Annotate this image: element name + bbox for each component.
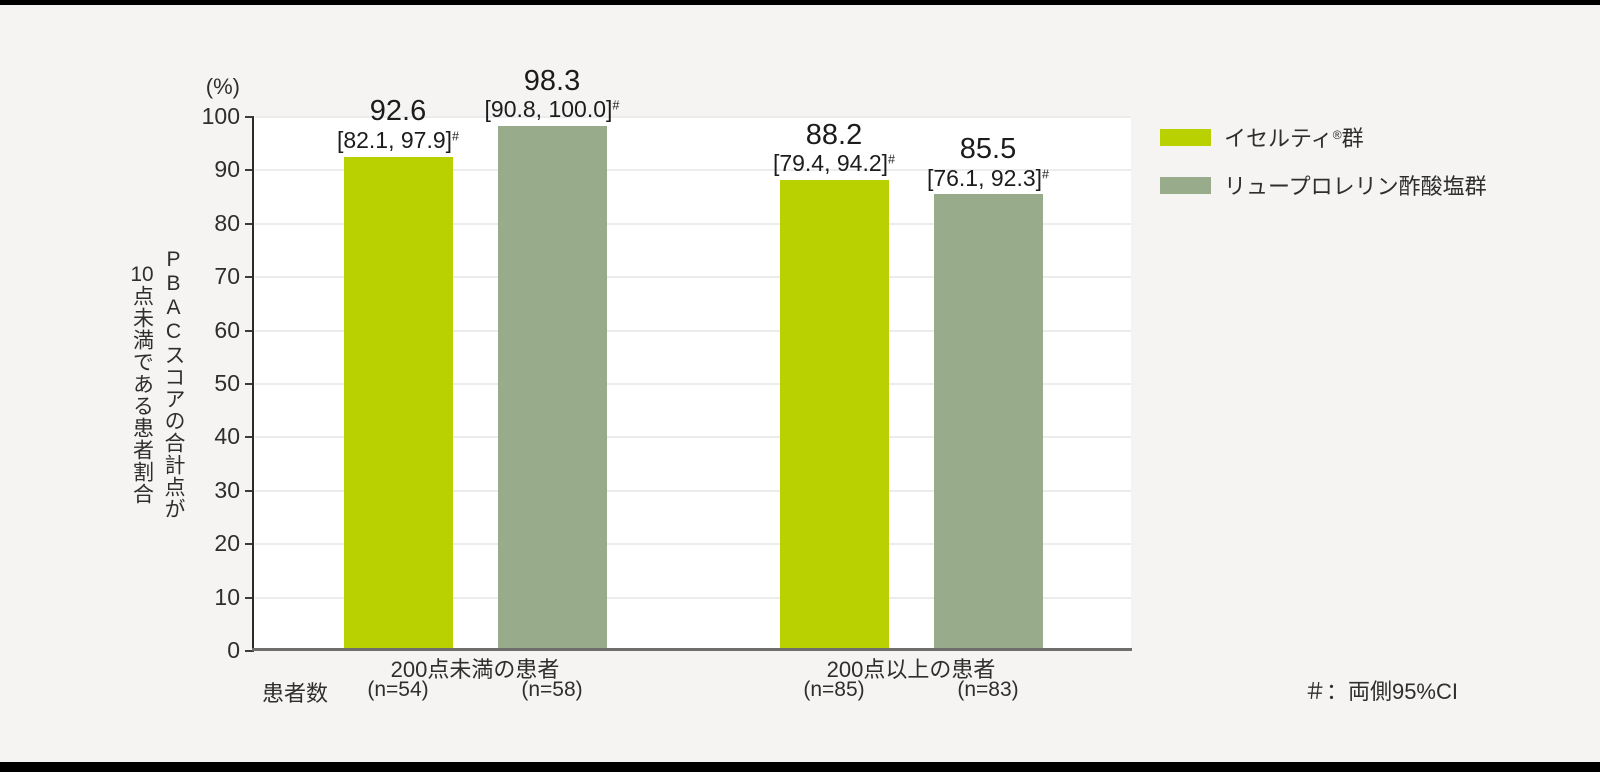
y-tick-label-50: 50 xyxy=(214,370,240,396)
y-tick-20 xyxy=(245,543,254,546)
y-tick-40 xyxy=(245,436,254,439)
y-tick-label-60: 60 xyxy=(214,316,240,343)
gridline-90 xyxy=(255,169,1131,172)
y-tick-label-10: 10 xyxy=(214,583,240,610)
bar-group2-series2 xyxy=(933,194,1043,649)
y-tick-label-20: 20 xyxy=(214,530,240,557)
y-tick-label-70: 70 xyxy=(214,263,240,290)
y-axis-title-line1: PBACスコアの合計点が xyxy=(162,248,185,520)
gridline-40 xyxy=(255,436,1131,439)
n-count-label: (n=58) xyxy=(521,678,583,701)
gridline-70 xyxy=(255,276,1131,279)
y-tick-10 xyxy=(245,596,254,599)
y-tick-90 xyxy=(245,169,254,172)
gridline-10 xyxy=(255,596,1131,599)
y-tick-100 xyxy=(245,116,254,118)
y-tick-label-0: 0 xyxy=(227,637,240,663)
bar-ci: [90.8, 100.0]# xyxy=(484,96,620,123)
y-axis-title-line2: 10点未満である患者割合 xyxy=(130,263,154,505)
bar-ci: [76.1, 92.3]# xyxy=(926,164,1050,191)
y-tick-50 xyxy=(245,383,254,385)
bar-value-label: 98.3 [90.8, 100.0]# xyxy=(392,62,712,124)
bar-value-label: 88.2 [79.4, 94.2]# xyxy=(674,116,994,178)
legend-row-2: リュープロレリン酢酸塩群 xyxy=(1160,169,1487,201)
n-count-label: (n=85) xyxy=(803,678,865,701)
n-count-label: (n=54) xyxy=(367,678,429,701)
legend: イセルティ®群リュープロレリン酢酸塩群 xyxy=(1160,121,1487,201)
n-count-label: (n=83) xyxy=(957,678,1019,701)
y-tick-0 xyxy=(245,650,254,652)
y-tick-30 xyxy=(245,489,254,492)
y-tick-label-80: 80 xyxy=(214,209,240,236)
bar-group2-series1 xyxy=(779,180,889,649)
y-tick-80 xyxy=(245,222,254,225)
bar-ci: [79.4, 94.2]# xyxy=(772,150,896,177)
legend-swatch-1 xyxy=(1160,128,1211,146)
n-row-label: 患者数 xyxy=(262,681,329,706)
gridline-100 xyxy=(255,116,1131,118)
gridline-50 xyxy=(255,383,1131,385)
gridline-60 xyxy=(255,329,1131,332)
y-tick-label-30: 30 xyxy=(214,476,240,503)
y-axis-title: PBACスコアの合計点が 10点未満である患者割合 xyxy=(126,117,189,651)
category-label-1: 200点未満の患者 xyxy=(390,657,560,682)
bar-value: 98.3 xyxy=(523,65,581,98)
y-tick-60 xyxy=(245,329,254,332)
legend-row-1: イセルティ®群 xyxy=(1160,121,1487,153)
bar-group1-series2 xyxy=(497,126,607,649)
legend-label-1: イセルティ®群 xyxy=(1224,126,1364,151)
bottom-frame-bar xyxy=(0,762,1600,772)
y-axis-line xyxy=(252,117,254,651)
top-frame-bar xyxy=(0,0,1600,5)
footnote: ＃：両側95%CI xyxy=(1303,679,1458,704)
y-tick-70 xyxy=(245,276,254,279)
bar-group1-series1 xyxy=(343,156,453,649)
y-axis-unit-label: (%) xyxy=(205,74,240,99)
category-label-2: 200点以上の患者 xyxy=(826,657,996,682)
gridline-30 xyxy=(255,489,1131,492)
legend-label-2: リュープロレリン酢酸塩群 xyxy=(1224,174,1487,199)
bar-value-label: 85.5 [76.1, 92.3]# xyxy=(828,130,1148,192)
x-axis-line xyxy=(252,648,1132,651)
bar-value: 92.6 xyxy=(369,95,427,128)
bar-value-label: 92.6 [82.1, 97.9]# xyxy=(238,93,558,155)
gridline-20 xyxy=(255,543,1131,546)
y-tick-label-90: 90 xyxy=(214,156,240,183)
bar-value: 85.5 xyxy=(959,133,1017,166)
y-tick-label-40: 40 xyxy=(214,423,240,450)
legend-swatch-2 xyxy=(1160,176,1211,194)
y-tick-label-100: 100 xyxy=(201,103,240,129)
bar-ci: [82.1, 97.9]# xyxy=(336,126,460,153)
bar-value: 88.2 xyxy=(805,118,863,151)
gridline-80 xyxy=(255,222,1131,225)
